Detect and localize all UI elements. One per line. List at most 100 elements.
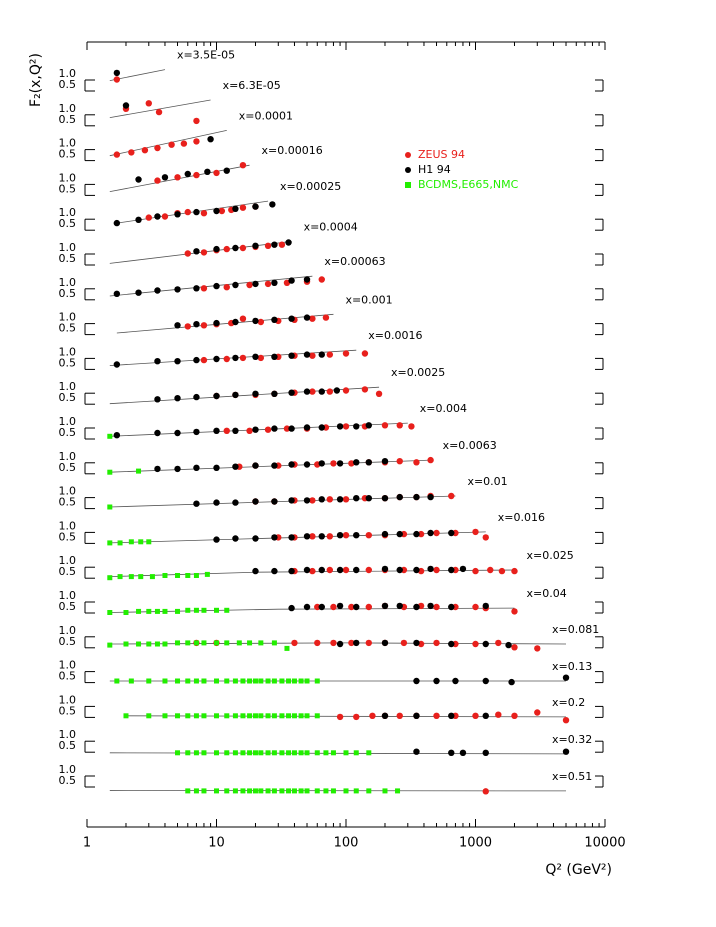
data-point [361,350,369,357]
data-point [184,170,191,178]
y-tick-label: 0.5 [59,182,77,195]
y-axis-label: F₂(x,Q²) [28,53,44,107]
data-point [459,749,467,756]
data-point [288,315,295,322]
data-point [107,575,113,581]
data-point [286,678,292,684]
data-point [288,534,295,541]
data-point [224,750,230,756]
data-point [128,574,134,580]
data-point [291,639,298,647]
panel-label: x=0.00016 [262,144,323,157]
data-point [288,497,295,504]
data-point [213,169,220,177]
data-point [348,460,355,467]
data-point [314,678,320,684]
data-point [145,100,152,107]
data-point [174,395,181,402]
data-point [271,788,277,794]
x-axis-label: Q² (GeV²) [545,862,612,878]
data-point [138,574,144,580]
data-point [175,608,181,614]
data-point [304,678,310,684]
data-point [224,678,230,684]
data-point [265,750,271,756]
data-point [204,168,211,175]
data-point [342,532,350,539]
data-point [193,500,200,507]
data-point [155,108,163,116]
data-point [232,499,239,506]
data-point [162,713,168,719]
data-point [365,603,373,611]
data-point [193,428,200,436]
data-point [288,425,295,432]
data-point [146,678,152,684]
data-point [288,567,295,575]
legend-label: H1 94 [418,163,451,176]
data-point [154,287,161,294]
data-point [288,352,295,359]
data-point [252,462,259,469]
data-point [141,147,149,154]
data-point [326,533,334,540]
data-point [214,788,219,794]
data-point [117,574,123,580]
data-point [318,496,325,503]
data-point [427,529,434,537]
x-tick-label: 10000 [584,836,625,851]
data-point [247,640,253,646]
data-point [239,204,247,211]
data-point [303,276,311,283]
data-point [534,645,541,652]
data-point [146,641,152,647]
data-point [168,141,175,148]
data-point [511,608,518,615]
data-point [309,388,316,395]
data-point [271,462,278,469]
data-point [286,750,292,756]
data-point [288,604,295,612]
data-point [162,678,168,684]
data-point [336,640,344,648]
data-point [314,639,321,647]
data-point [239,315,247,322]
data-point [264,242,272,249]
data-point [107,610,113,615]
data-point [395,788,401,794]
data-point [413,566,420,574]
y-tick-label: 1.0 [59,206,77,219]
panel-label: x=0.00025 [280,180,341,193]
data-point [154,429,161,437]
data-point [224,607,230,613]
data-point [427,493,434,501]
x-tick-label: 1 [83,836,91,851]
data-point [343,750,349,756]
data-point [323,750,329,756]
data-point [135,176,142,183]
data-point [213,282,220,290]
data-point [162,608,168,614]
x-tick-label: 1000 [459,836,492,851]
data-point [381,530,389,538]
data-point [113,290,121,297]
data-point [472,603,479,611]
data-point [487,566,494,574]
data-point [562,748,570,755]
data-point [353,423,360,430]
data-point [330,639,337,647]
data-point [193,138,200,145]
data-point [213,499,220,506]
data-point [239,354,247,362]
data-point [343,788,349,794]
data-point [482,602,489,610]
data-point [472,712,479,719]
panel-label: x=0.025 [526,549,573,562]
data-point [145,214,152,221]
data-point [136,608,142,614]
panel-label: x=0.0001 [239,109,293,122]
data-point [213,319,220,327]
data-point [107,433,113,439]
data-point [258,713,264,719]
data-point [336,423,344,430]
